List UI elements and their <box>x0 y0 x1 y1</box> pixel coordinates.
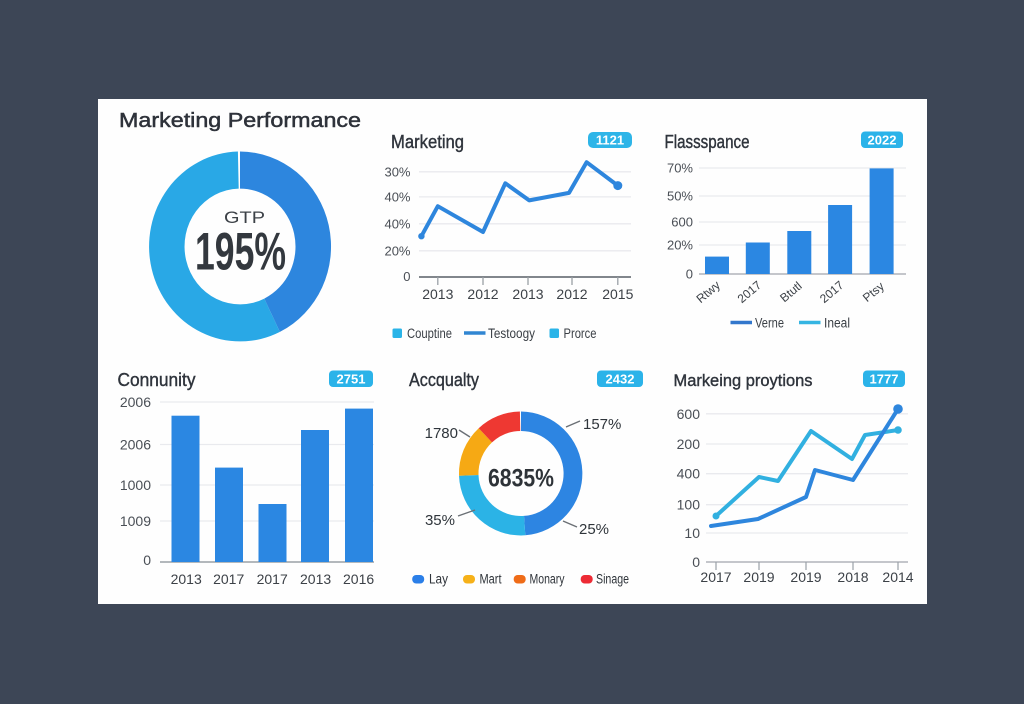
svg-text:70%: 70% <box>667 161 693 176</box>
svg-text:Marketing: Marketing <box>391 132 464 152</box>
svg-text:600: 600 <box>671 215 693 230</box>
svg-text:GTP: GTP <box>224 208 265 227</box>
svg-text:Flassspance: Flassspance <box>665 132 750 152</box>
svg-text:0: 0 <box>143 552 151 568</box>
svg-text:2015: 2015 <box>602 286 633 302</box>
svg-text:2022: 2022 <box>868 133 897 148</box>
svg-text:6835%: 6835% <box>488 465 554 493</box>
svg-text:Connunity: Connunity <box>118 370 196 390</box>
svg-text:2017: 2017 <box>213 571 244 587</box>
svg-text:2018: 2018 <box>837 569 868 585</box>
svg-text:400: 400 <box>677 466 701 482</box>
svg-text:1000: 1000 <box>120 477 151 493</box>
svg-text:Marketing Performance: Marketing Performance <box>119 110 361 132</box>
svg-text:Lay: Lay <box>429 572 448 587</box>
svg-text:2014: 2014 <box>882 569 913 585</box>
svg-text:10: 10 <box>684 525 700 541</box>
svg-text:1121: 1121 <box>596 133 624 148</box>
svg-text:2012: 2012 <box>467 286 498 302</box>
svg-text:2013: 2013 <box>422 286 453 302</box>
svg-text:Monary: Monary <box>530 572 565 587</box>
svg-text:200: 200 <box>677 436 701 452</box>
svg-text:2751: 2751 <box>337 372 366 387</box>
svg-text:Couptine: Couptine <box>407 326 452 341</box>
svg-text:600: 600 <box>677 406 701 422</box>
svg-text:2013: 2013 <box>512 286 543 302</box>
svg-text:35%: 35% <box>425 512 455 529</box>
svg-text:Accqualty: Accqualty <box>409 370 479 390</box>
svg-text:1009: 1009 <box>120 513 151 529</box>
svg-text:40%: 40% <box>384 189 410 204</box>
svg-text:50%: 50% <box>667 189 693 204</box>
svg-text:0: 0 <box>686 267 693 282</box>
svg-text:1777: 1777 <box>870 372 899 387</box>
svg-text:100: 100 <box>677 497 701 513</box>
svg-text:2432: 2432 <box>606 372 635 387</box>
svg-text:Ineal: Ineal <box>824 316 850 331</box>
svg-text:0: 0 <box>403 269 410 284</box>
svg-text:Prorce: Prorce <box>564 326 597 341</box>
svg-text:20%: 20% <box>667 238 693 253</box>
svg-text:Markeing proytions: Markeing proytions <box>674 371 813 390</box>
svg-text:2017: 2017 <box>700 569 731 585</box>
svg-text:30%: 30% <box>384 164 410 179</box>
svg-text:40%: 40% <box>384 216 410 231</box>
svg-text:157%: 157% <box>583 416 621 433</box>
svg-text:20%: 20% <box>384 243 410 258</box>
svg-text:Testoogy: Testoogy <box>488 326 535 341</box>
svg-text:2019: 2019 <box>743 569 774 585</box>
svg-text:195%: 195% <box>195 223 286 282</box>
svg-text:Sinage: Sinage <box>596 572 629 587</box>
svg-text:2017: 2017 <box>257 571 288 587</box>
svg-text:2013: 2013 <box>300 571 331 587</box>
svg-text:Mart: Mart <box>480 572 502 587</box>
svg-text:25%: 25% <box>579 521 609 538</box>
svg-text:2006: 2006 <box>120 437 151 453</box>
svg-text:1780: 1780 <box>425 425 458 442</box>
svg-text:2012: 2012 <box>556 286 587 302</box>
svg-text:2006: 2006 <box>120 394 151 410</box>
svg-text:Verne: Verne <box>755 316 784 331</box>
svg-text:2019: 2019 <box>790 569 821 585</box>
svg-text:2013: 2013 <box>171 571 202 587</box>
svg-text:0: 0 <box>692 554 700 570</box>
svg-text:2016: 2016 <box>343 571 374 587</box>
